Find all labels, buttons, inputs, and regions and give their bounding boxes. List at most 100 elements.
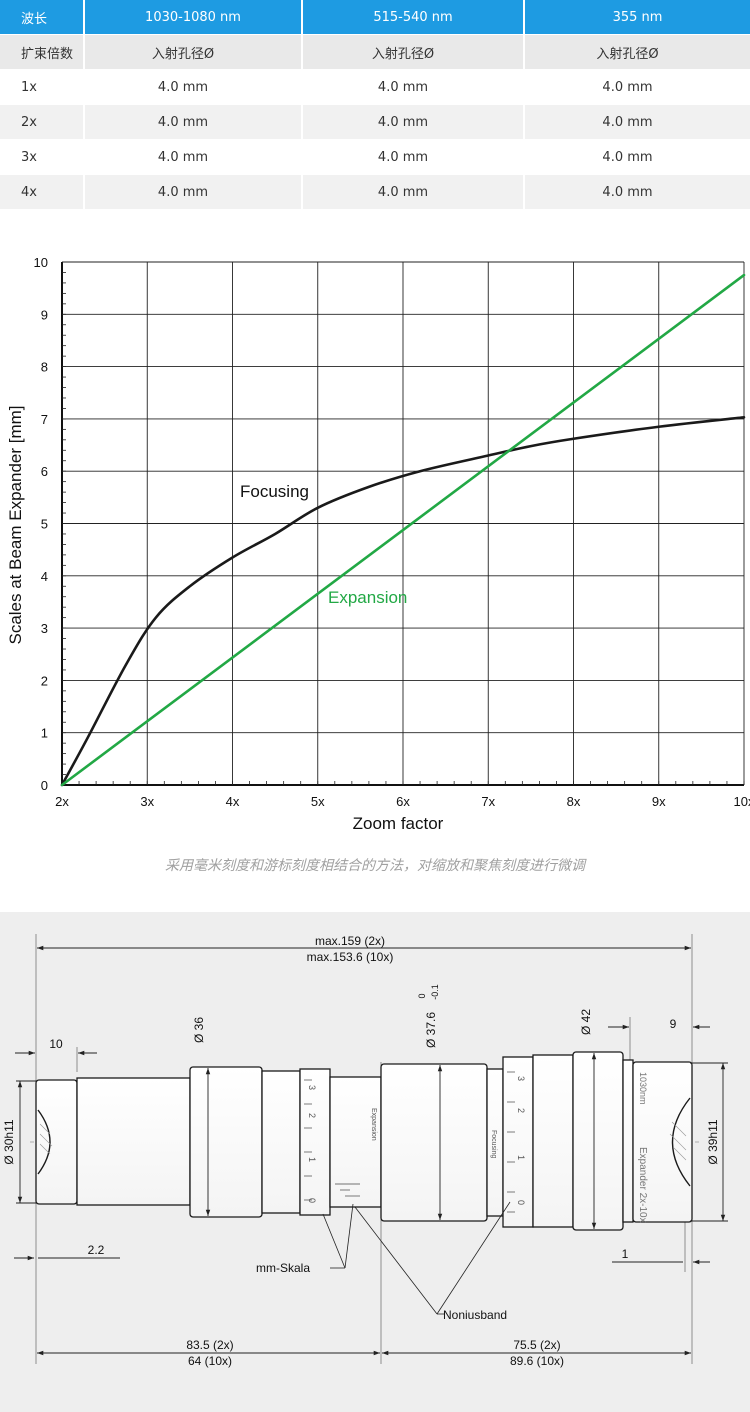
zoom-ring xyxy=(189,1066,263,1218)
dim-10: 10 xyxy=(49,1037,63,1051)
x-tick-label: 9x xyxy=(652,794,666,809)
series-line-focusing xyxy=(60,416,746,787)
mid-tube xyxy=(329,1076,382,1208)
tol-lower: -0.1 xyxy=(430,984,440,1000)
input-tube xyxy=(76,1077,191,1206)
table-cell: 3x xyxy=(0,140,85,175)
table-row: 1x 4.0 mm 4.0 mm 4.0 mm xyxy=(0,70,750,105)
engraved-focusing: Focusing xyxy=(490,1130,497,1159)
scale-digit: 3 xyxy=(307,1085,317,1090)
x-tick-label: 3x xyxy=(140,794,154,809)
beam-expander-drawing: 3 2 1 0 3 2 1 0 Expansion Focusing Expan… xyxy=(2,934,728,1368)
dia-39h11: Ø 39h11 xyxy=(706,1119,720,1164)
zoom-scale-ring xyxy=(299,1068,331,1216)
dim-left-2x: 83.5 (2x) xyxy=(186,1338,233,1352)
series-line-expansion xyxy=(60,273,746,787)
output-collar xyxy=(632,1061,693,1223)
scale-digit: 2 xyxy=(516,1108,526,1113)
table-cell: 4.0 mm xyxy=(303,105,525,140)
table-cell: 4.0 mm xyxy=(303,175,525,210)
header-cell-1030: 1030-1080 nm xyxy=(85,0,303,35)
zoom-sleeve xyxy=(261,1070,301,1214)
table-row: 3x 4.0 mm 4.0 mm 4.0 mm xyxy=(0,140,750,175)
table-cell: 4.0 mm xyxy=(85,140,303,175)
scale-digit: 1 xyxy=(307,1157,317,1162)
scale-digit: 1 xyxy=(516,1155,526,1160)
chart-grid xyxy=(61,261,745,786)
x-tick-label: 10x xyxy=(734,794,750,809)
y-tick-label: 8 xyxy=(41,360,48,375)
tol-upper: 0 xyxy=(417,993,427,998)
diameter-texts: Ø 30h11 Ø 36 Ø 37.6 0 -0.1 Ø 42 Ø 39h11 xyxy=(2,984,720,1164)
y-axis-label: Scales at Beam Expander [mm] xyxy=(6,405,25,644)
scale-digit: 0 xyxy=(516,1200,526,1205)
x-axis-label: Zoom factor xyxy=(353,814,444,833)
engraved-expansion: Expansion xyxy=(370,1108,377,1141)
y-tick-label: 6 xyxy=(41,464,48,479)
diameter-lines xyxy=(16,1053,728,1229)
table-cell: 4.0 mm xyxy=(525,105,750,140)
y-tick-label: 3 xyxy=(41,621,48,636)
engraved-model: Expander 2x-10x xyxy=(637,1147,648,1223)
x-tick-label: 6x xyxy=(396,794,410,809)
figure-caption: 采用毫米刻度和游标刻度相结合的方法，对缩放和聚焦刻度进行微调 xyxy=(165,858,585,874)
dim-total-10x: max.153.6 (10x) xyxy=(307,950,394,964)
subheader-cell-aperture: 入射孔径Ø xyxy=(303,35,525,70)
table-cell: 1x xyxy=(0,70,85,105)
table-cell: 4.0 mm xyxy=(525,175,750,210)
table-row: 4x 4.0 mm 4.0 mm 4.0 mm xyxy=(0,175,750,210)
table-row: 2x 4.0 mm 4.0 mm 4.0 mm xyxy=(0,105,750,140)
header-cell-355: 355 nm xyxy=(525,0,750,35)
focusing-annotation: Focusing xyxy=(240,482,309,501)
subheader-cell-expansion: 扩束倍数 xyxy=(0,35,85,70)
zoom-chart: 2x 3x 4x 5x 6x 7x 8x 9x 10x 0 1 2 3 4 5 6 7 8 9 10 Zoom fac… xyxy=(6,255,750,833)
y-tick-label: 9 xyxy=(41,307,48,322)
y-tick-label: 1 xyxy=(41,726,48,741)
scale-digit: 0 xyxy=(307,1198,317,1203)
table-cell: 4x xyxy=(0,175,85,210)
table-cell: 4.0 mm xyxy=(85,175,303,210)
dimension-texts: max.159 (2x) max.153.6 (10x) 83.5 (2x) 6… xyxy=(49,934,676,1368)
subheader-cell-aperture: 入射孔径Ø xyxy=(525,35,750,70)
table-cell: 2x xyxy=(0,105,85,140)
y-tick-label: 10 xyxy=(34,255,48,270)
leader-lines xyxy=(322,1201,511,1315)
scale-digit: 3 xyxy=(516,1076,526,1081)
dim-total-2x: max.159 (2x) xyxy=(315,934,385,948)
dia-42: Ø 42 xyxy=(579,1009,593,1035)
x-tick-label: 4x xyxy=(226,794,240,809)
dim-right-2x: 75.5 (2x) xyxy=(513,1338,560,1352)
scale-digit: 2 xyxy=(307,1113,317,1118)
input-lens xyxy=(37,1109,51,1175)
dim-2-2: 2.2 xyxy=(88,1243,105,1257)
header-cell-515: 515-540 nm xyxy=(303,0,525,35)
x-tick-label: 8x xyxy=(567,794,581,809)
table-subheader-row: 扩束倍数 入射孔径Ø 入射孔径Ø 入射孔径Ø xyxy=(0,35,750,70)
input-collar xyxy=(35,1079,78,1205)
output-step xyxy=(622,1059,634,1223)
dim-right-10x: 89.6 (10x) xyxy=(510,1354,564,1368)
output-ring xyxy=(532,1054,574,1228)
lens-hatching xyxy=(39,1121,687,1161)
y-tick-label: 2 xyxy=(41,673,48,688)
y-tick-label: 0 xyxy=(41,778,48,793)
y-tick-label: 5 xyxy=(41,517,48,532)
engraved-wavelength: 1030nm xyxy=(638,1072,648,1105)
table-cell: 4.0 mm xyxy=(85,70,303,105)
dim-left-10x: 64 (10x) xyxy=(188,1354,232,1368)
dia-30h11: Ø 30h11 xyxy=(2,1119,16,1164)
dia-37-6: Ø 37.6 xyxy=(424,1012,438,1048)
spec-table: 波长 1030-1080 nm 515-540 nm 355 nm 扩束倍数 入… xyxy=(0,0,750,210)
scale-ticks xyxy=(304,1071,515,1213)
dia-36: Ø 36 xyxy=(192,1017,206,1043)
x-tick-label: 7x xyxy=(481,794,495,809)
chart-series xyxy=(60,273,746,787)
table-header-row: 波长 1030-1080 nm 515-540 nm 355 nm xyxy=(0,0,750,35)
focus-ring xyxy=(380,1063,488,1222)
table-cell: 4.0 mm xyxy=(525,140,750,175)
table-cell: 4.0 mm xyxy=(303,70,525,105)
table-cell: 4.0 mm xyxy=(525,70,750,105)
x-tick-label: 2x xyxy=(55,794,69,809)
table-cell: 4.0 mm xyxy=(85,105,303,140)
header-cell-wavelength: 波长 xyxy=(0,0,85,35)
